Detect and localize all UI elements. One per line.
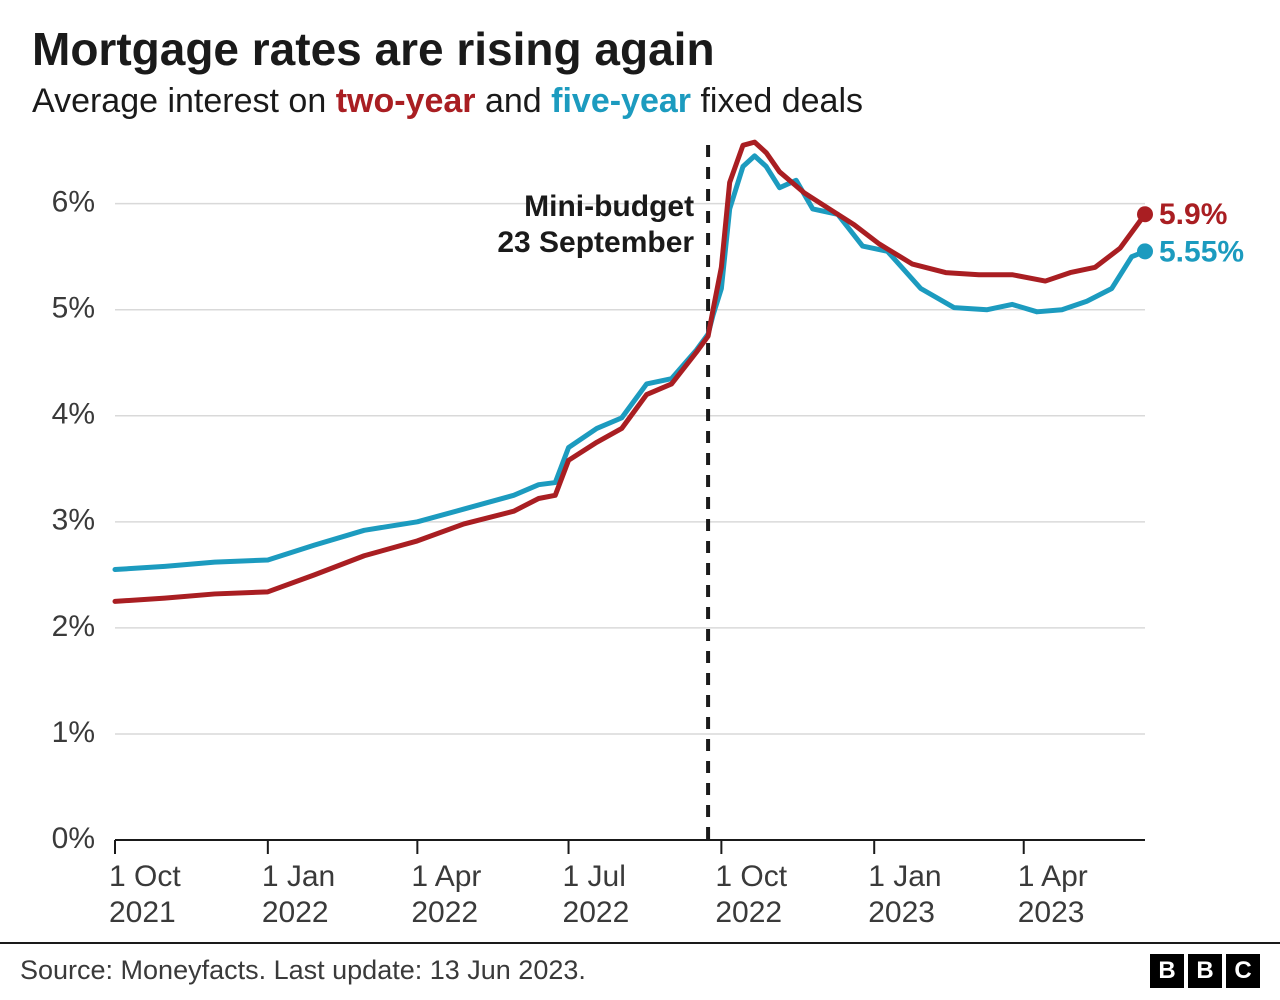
x-tick-label: 2021 xyxy=(109,896,176,929)
x-tick-label: 1 Apr xyxy=(1018,860,1088,893)
five-year-end-label: 5.55% xyxy=(1159,235,1244,268)
annotation: Mini-budget23 September xyxy=(497,145,708,840)
annotation-label-1: Mini-budget xyxy=(524,190,694,223)
y-tick-label: 6% xyxy=(52,186,95,219)
x-tick-label: 2022 xyxy=(262,896,329,929)
footer-text: Source: Moneyfacts. Last update: 13 Jun … xyxy=(20,955,586,986)
footer-bar: Source: Moneyfacts. Last update: 13 Jun … xyxy=(0,942,1280,1000)
chart-svg: 0%1%2%3%4%5%6% 1 Oct20211 Jan20221 Apr20… xyxy=(0,0,1280,1000)
y-tick-label: 3% xyxy=(52,504,95,537)
bbc-logo: B B C xyxy=(1150,954,1260,988)
two-year-end-label: 5.9% xyxy=(1159,198,1227,231)
annotation-label-2: 23 September xyxy=(497,226,694,259)
axes: 1 Oct20211 Jan20221 Apr20221 Jul20221 Oc… xyxy=(109,840,1145,929)
logo-block-2: B xyxy=(1188,954,1222,988)
x-tick-label: 2022 xyxy=(563,896,630,929)
x-tick-label: 1 Apr xyxy=(411,860,481,893)
y-tick-label: 2% xyxy=(52,610,95,643)
x-tick-label: 2022 xyxy=(411,896,478,929)
y-tick-label: 1% xyxy=(52,716,95,749)
x-tick-label: 2023 xyxy=(1018,896,1085,929)
x-tick-label: 2022 xyxy=(715,896,782,929)
gridlines: 0% 1% 2% 3% 4% 5% 6% xyxy=(52,186,1145,855)
x-tick-label: 1 Oct xyxy=(715,860,787,893)
y-tick-label: 5% xyxy=(52,292,95,325)
logo-block-1: B xyxy=(1150,954,1184,988)
logo-block-3: C xyxy=(1226,954,1260,988)
y-tick-label: 4% xyxy=(52,398,95,431)
x-tick-label: 1 Jan xyxy=(868,860,941,893)
y-tick-label: 0% xyxy=(52,822,95,855)
end-labels: 5.55% 5.9% xyxy=(1137,198,1244,268)
two-year-end-dot xyxy=(1137,206,1153,222)
x-tick-label: 2023 xyxy=(868,896,935,929)
x-tick-label: 1 Jan xyxy=(262,860,335,893)
x-tick-label: 1 Oct xyxy=(109,860,181,893)
chart-container: Mortgage rates are rising again Average … xyxy=(0,0,1280,1000)
five-year-end-dot xyxy=(1137,243,1153,259)
x-tick-label: 1 Jul xyxy=(563,860,626,893)
